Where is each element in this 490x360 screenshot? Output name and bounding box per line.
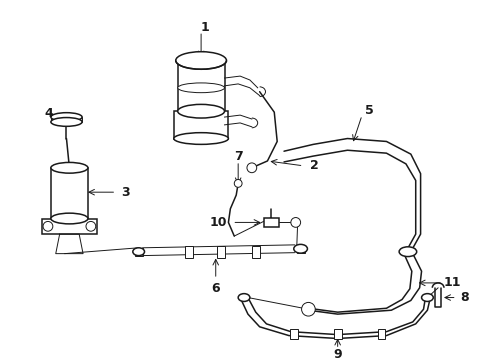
Ellipse shape [176, 52, 226, 69]
Text: 9: 9 [333, 348, 342, 360]
Circle shape [43, 221, 53, 231]
Ellipse shape [174, 133, 228, 144]
Text: 4: 4 [45, 107, 53, 120]
Bar [217, 246, 224, 257]
Bar [186, 246, 193, 257]
Bar [135, 248, 143, 256]
Ellipse shape [421, 294, 433, 301]
Ellipse shape [133, 248, 145, 256]
Bar [51, 168, 88, 219]
Circle shape [86, 221, 96, 231]
Ellipse shape [238, 294, 250, 301]
Circle shape [247, 163, 257, 173]
Text: 7: 7 [234, 150, 243, 163]
Text: 8: 8 [460, 291, 469, 304]
Bar [264, 217, 279, 227]
Ellipse shape [51, 118, 82, 126]
Text: 5: 5 [365, 104, 373, 117]
Text: 1: 1 [200, 21, 209, 34]
Ellipse shape [294, 244, 307, 253]
Bar [297, 245, 304, 253]
Bar [42, 219, 97, 234]
Ellipse shape [399, 247, 416, 257]
Text: 2: 2 [310, 159, 318, 172]
Bar [252, 246, 260, 257]
Circle shape [301, 302, 315, 316]
Ellipse shape [51, 213, 88, 224]
Text: 10: 10 [210, 216, 227, 229]
Bar [378, 329, 386, 338]
Bar [334, 329, 342, 338]
Text: 6: 6 [211, 282, 220, 295]
Bar [178, 60, 224, 111]
Circle shape [291, 217, 300, 227]
Ellipse shape [178, 83, 224, 93]
Ellipse shape [51, 113, 82, 121]
Bar [174, 111, 228, 139]
Text: 3: 3 [122, 186, 130, 199]
Bar [290, 329, 298, 338]
Text: 11: 11 [444, 276, 462, 289]
Circle shape [234, 180, 242, 187]
Ellipse shape [178, 104, 224, 118]
Ellipse shape [51, 162, 88, 173]
